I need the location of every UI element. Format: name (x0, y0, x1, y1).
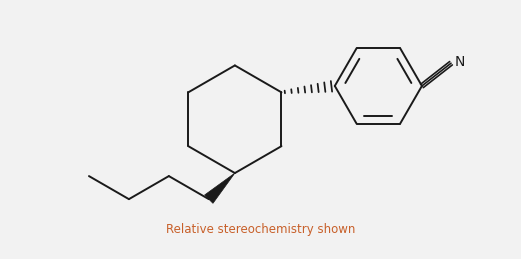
Text: N: N (455, 55, 465, 69)
Polygon shape (205, 173, 235, 203)
Text: Relative stereochemistry shown: Relative stereochemistry shown (166, 223, 355, 236)
